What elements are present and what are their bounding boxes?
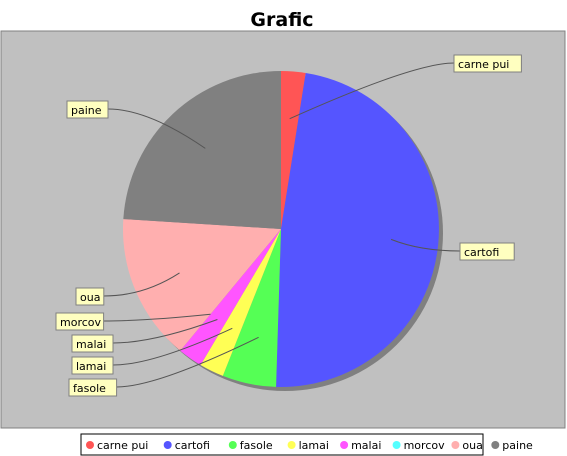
slice-label-paine: paine — [71, 104, 102, 117]
pie-slice-oua — [122, 219, 282, 351]
leader-line-carne-pui — [289, 62, 455, 120]
slice-label-box-cartofi — [459, 242, 515, 261]
chart-title: Grafic — [250, 9, 313, 31]
slice-label-oua: oua — [80, 291, 100, 304]
legend-marker-lamai — [287, 441, 296, 449]
leader-line-fasole — [116, 336, 259, 388]
leader-line-lamai — [112, 327, 233, 366]
slice-label-box-fasole — [68, 378, 118, 397]
legend-marker-oua — [451, 441, 460, 449]
leader-line-paine — [107, 108, 206, 149]
slice-label-box-morcov — [55, 312, 105, 331]
leader-line-oua — [103, 272, 180, 297]
slice-label-malai: malai — [76, 338, 106, 351]
slice-label-box-oua — [75, 287, 105, 306]
legend-label-fasole: fasole — [240, 439, 273, 452]
pie-slice-cartofi — [276, 72, 439, 387]
slice-label-carne-pui: carne pui — [458, 58, 509, 71]
slice-label-morcov: morcov — [60, 316, 102, 329]
pie-slice-malai — [180, 229, 281, 365]
legend-marker-morcov — [392, 441, 401, 449]
slice-label-lamai: lamai — [76, 360, 106, 373]
pie-slice-paine — [123, 71, 281, 229]
legend-label-paine: paine — [502, 439, 533, 452]
slice-label-box-carne-pui — [453, 54, 522, 73]
legend-marker-malai — [340, 441, 349, 449]
slice-label-fasole: fasole — [73, 382, 106, 395]
pie-slice-carne-pui — [281, 71, 306, 229]
legend-marker-paine — [491, 441, 500, 449]
slice-label-box-lamai — [71, 356, 114, 375]
legend-label-lamai: lamai — [299, 439, 329, 452]
legend-label-oua: oua — [462, 439, 482, 452]
leader-line-malai — [112, 319, 218, 344]
slice-label-cartofi: cartofi — [464, 246, 499, 259]
pie-slice-lamai — [200, 229, 281, 376]
legend-label-malai: malai — [351, 439, 381, 452]
slice-label-box-paine — [66, 100, 109, 119]
slice-label-box-malai — [71, 334, 114, 353]
leader-line-morcov — [103, 313, 211, 322]
legend-label-cartofi: cartofi — [175, 439, 210, 452]
legend-marker-fasole — [228, 441, 237, 449]
legend-marker-cartofi — [163, 441, 172, 449]
legend-label-morcov: morcov — [404, 439, 446, 452]
leader-line-cartofi — [390, 238, 461, 252]
legend-label-carne-pui: carne pui — [97, 439, 148, 452]
legend-box — [80, 433, 484, 456]
legend-marker-carne-pui — [86, 441, 94, 449]
